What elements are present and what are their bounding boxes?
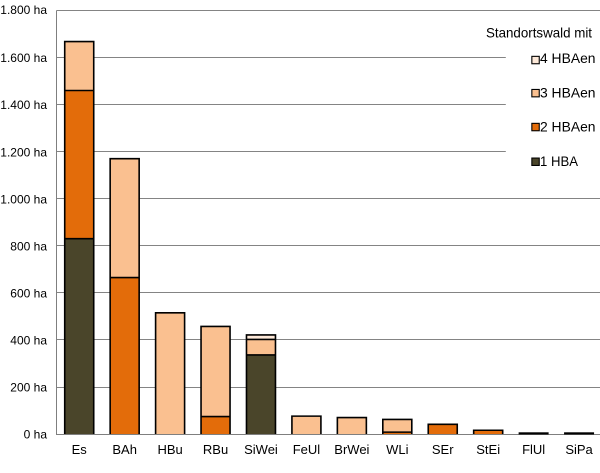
svg-text:SiWei: SiWei [244,442,278,457]
svg-text:Es: Es [72,442,88,457]
svg-text:2 HBAen: 2 HBAen [540,120,596,135]
svg-text:HBu: HBu [157,442,182,457]
svg-text:StEi: StEi [476,442,500,457]
svg-text:200 ha: 200 ha [10,381,47,395]
svg-text:FeUl: FeUl [293,442,321,457]
svg-text:0 ha: 0 ha [24,428,48,442]
svg-text:1.800 ha: 1.800 ha [0,3,47,17]
svg-text:1.600 ha: 1.600 ha [0,51,47,65]
svg-text:1 HBA: 1 HBA [540,154,578,169]
svg-text:SEr: SEr [432,442,454,457]
svg-text:1.400 ha: 1.400 ha [0,98,47,112]
svg-text:1.200 ha: 1.200 ha [0,145,47,159]
svg-text:RBu: RBu [203,442,228,457]
svg-text:FlUl: FlUl [522,442,545,457]
svg-text:1.000 ha: 1.000 ha [0,192,47,206]
svg-text:BAh: BAh [112,442,137,457]
svg-text:BrWei: BrWei [334,442,369,457]
svg-text:400 ha: 400 ha [10,333,47,347]
svg-text:3 HBAen: 3 HBAen [540,86,596,101]
svg-text:WLi: WLi [386,442,409,457]
svg-text:SiPa: SiPa [565,442,593,457]
svg-text:4 HBAen: 4 HBAen [540,51,596,66]
svg-text:800 ha: 800 ha [10,239,47,253]
svg-text:Standortswald mit: Standortswald mit [486,25,592,41]
svg-text:600 ha: 600 ha [10,286,47,300]
